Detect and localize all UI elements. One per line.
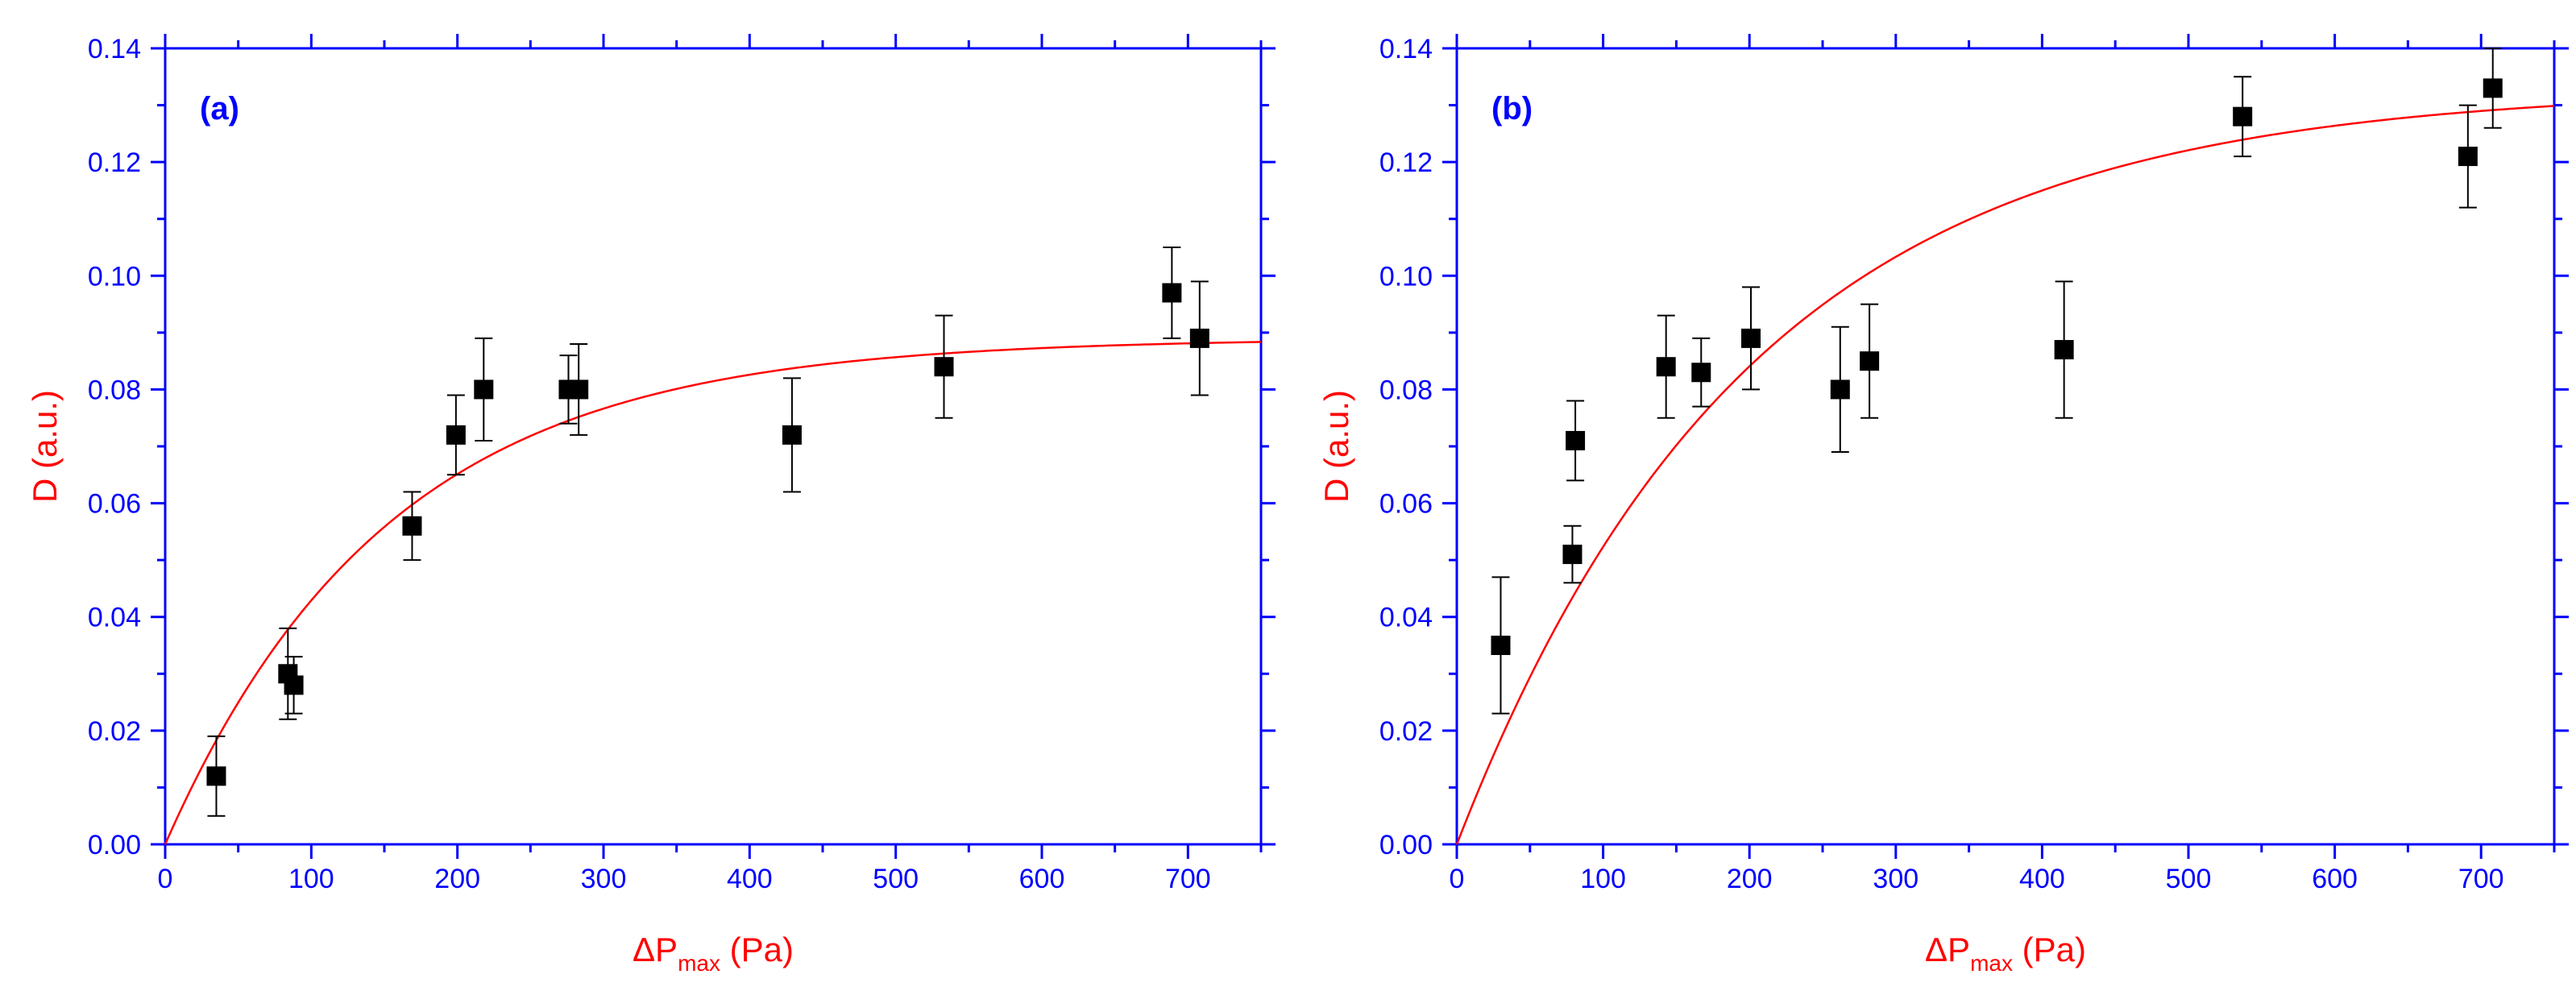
panel-b-fit-curve <box>1455 105 2555 845</box>
panel-b-ytick-label: 0.06 <box>1379 489 1433 520</box>
panel-a-fit-curve <box>164 341 1262 845</box>
panel-b-data-point <box>1562 545 1583 565</box>
panel-a-data-point <box>569 379 589 400</box>
panel-a-data-point <box>474 379 494 400</box>
panel-a-data-point <box>206 766 226 786</box>
panel-a-ytick-label: 0.14 <box>88 34 141 64</box>
panel-a-data-point <box>1189 328 1209 348</box>
panel-a-ytick-label: 0.12 <box>88 147 141 178</box>
panel-a-xlabel-unit: (Pa) <box>720 931 794 968</box>
panel-b-ytick-label: 0.08 <box>1379 375 1433 405</box>
panel-a-ytick-label: 0.04 <box>88 603 141 633</box>
panel-a-xtick-label: 400 <box>727 864 773 894</box>
panel-a-ytick-label: 0.08 <box>88 375 141 405</box>
panel-a-data-point <box>934 357 954 377</box>
panel-a-ylabel: D (a.u.) <box>26 390 64 503</box>
panel-b-ytick-label: 0.02 <box>1379 716 1433 747</box>
panel-a-xlabel: ΔPmax (Pa) <box>633 931 794 976</box>
panel-a-xtick-label: 700 <box>1165 864 1211 894</box>
panel-b-data-point <box>1491 636 1511 655</box>
panel-b-ylabel: D (a.u.) <box>1317 390 1355 503</box>
panel-b-data-point <box>1566 430 1586 450</box>
panel-b-xtick-label: 700 <box>2458 864 2504 894</box>
panel-a-ytick-label: 0.06 <box>88 489 141 520</box>
panel-b-data-point <box>1691 363 1711 383</box>
panel-b-xtick-label: 400 <box>2019 864 2065 894</box>
panel-b-data-point <box>2233 106 2253 126</box>
panel-a-ytick-label: 0.02 <box>88 716 141 747</box>
panel-a: 0 100 200 300 400 500 600 700 0.00 0.02 0.04 0.06 0.… <box>26 34 1276 976</box>
panel-b-frame <box>1455 47 2556 846</box>
panel-a-xtick-label: 300 <box>581 864 627 894</box>
panel-a-data-point <box>446 425 466 445</box>
panel-b-ytick-label: 0.12 <box>1379 147 1433 178</box>
panel-b-xtick-label: 300 <box>1873 864 1919 894</box>
panel-a-xlabel-sub: max <box>678 951 720 976</box>
panel-b-data-point <box>2458 147 2478 167</box>
panel-b-xlabel-unit: (Pa) <box>2013 931 2086 968</box>
panel-a-xtick-label: 200 <box>434 864 480 894</box>
panel-b-xlabel-sub: max <box>1970 951 2013 976</box>
panel-b-xtick-label: 100 <box>1580 864 1626 894</box>
panel-a-xtick-label: 500 <box>873 864 919 894</box>
panel-b-xlabel: ΔPmax (Pa) <box>1925 931 2086 976</box>
panel-a-ytick-label: 0.10 <box>88 261 141 292</box>
panel-b-xtick-label: 500 <box>2166 864 2212 894</box>
panel-b: 0 100 200 300 400 500 600 700 0.00 0.02 0.04 0.06 0.… <box>1317 34 2569 976</box>
panel-b-ytick-label: 0.04 <box>1379 603 1433 633</box>
panel-b-data-point <box>2054 340 2074 360</box>
panel-b-data-point <box>1656 357 1676 377</box>
panel-b-ytick-label: 0.10 <box>1379 261 1433 292</box>
panel-a-ytick-label: 0.00 <box>88 830 141 860</box>
panel-a-data-point <box>1162 283 1182 303</box>
panel-b-xtick-label: 600 <box>2312 864 2358 894</box>
panel-b-data-point <box>1860 351 1880 371</box>
panel-a-data-point <box>402 516 422 536</box>
panel-b-xlabel-main: ΔP <box>1925 931 1970 968</box>
panel-b-data-point <box>2483 78 2503 98</box>
panel-b-ytick-label: 0.14 <box>1379 34 1433 64</box>
panel-a-xtick-label: 100 <box>288 864 334 894</box>
panel-a-xtick-label: 0 <box>158 864 173 894</box>
panel-b-data-point <box>1741 328 1761 348</box>
panel-a-data-point <box>782 425 802 445</box>
panel-b-label: (b) <box>1491 91 1533 126</box>
panel-b-xtick-label: 200 <box>1727 864 1773 894</box>
panel-a-xtick-label: 600 <box>1019 864 1065 894</box>
panel-a-frame <box>164 47 1263 846</box>
panel-a-label: (a) <box>200 91 239 126</box>
panel-a-data-point <box>284 675 304 695</box>
panel-b-ytick-label: 0.00 <box>1379 830 1433 860</box>
panel-b-data-point <box>1830 379 1850 400</box>
panel-b-xtick-label: 0 <box>1450 864 1465 894</box>
panel-a-xlabel-main: ΔP <box>633 931 678 968</box>
